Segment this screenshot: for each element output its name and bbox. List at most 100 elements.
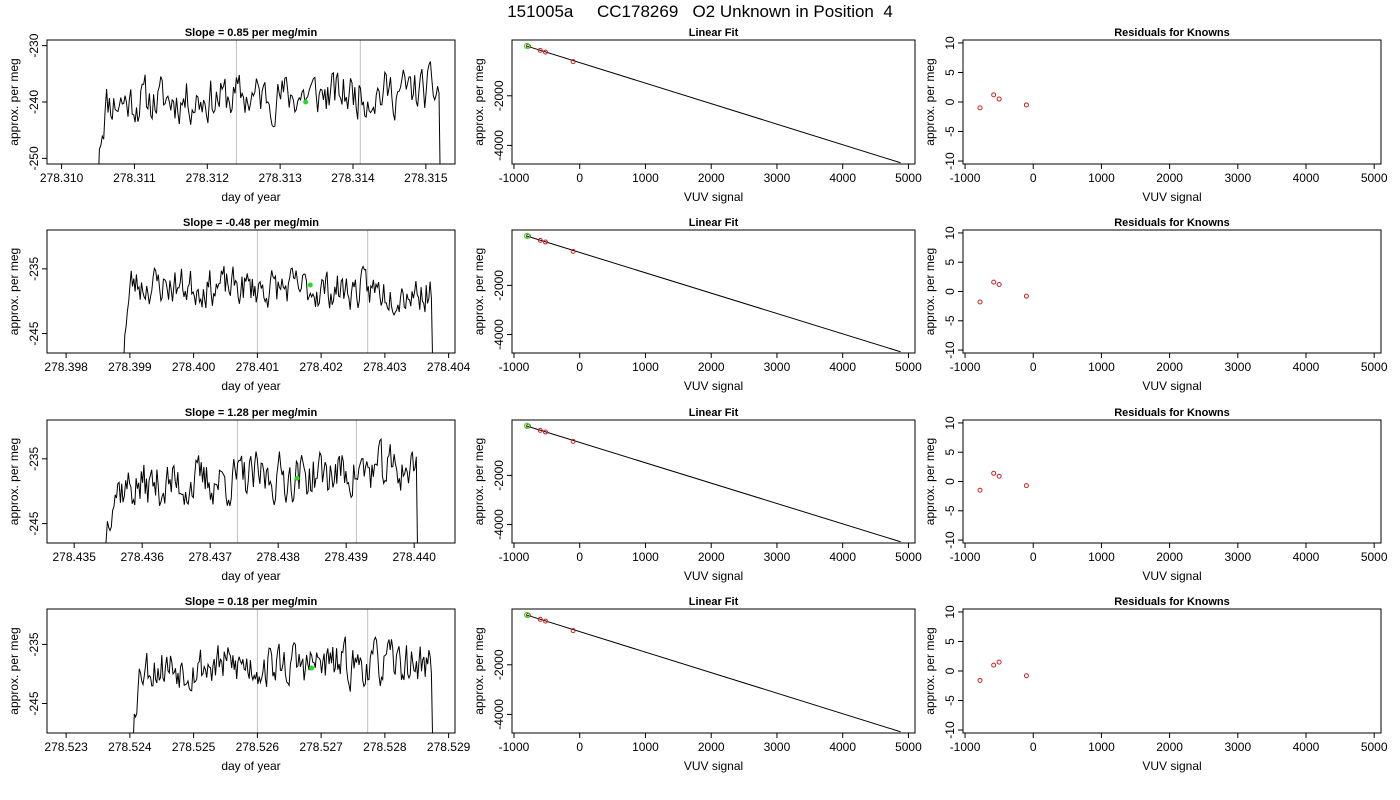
y-tick-label: 5: [943, 449, 957, 456]
x-tick-label: 278.400: [172, 360, 216, 374]
x-tick-label: -1000: [950, 171, 981, 185]
x-tick-label: 278.437: [189, 550, 233, 564]
plot-frame: [511, 608, 916, 734]
x-tick-label: 3000: [1224, 740, 1251, 754]
x-tick-label: -1000: [499, 171, 530, 185]
y-tick-label: -235: [27, 632, 41, 656]
residual-point: [977, 677, 983, 683]
y-tick-label: -10: [943, 341, 957, 359]
x-axis-label: VUV signal: [1142, 379, 1201, 393]
x-tick-label: 278.314: [331, 171, 375, 185]
panel-3-linear-fit: [507, 419, 916, 548]
plot-frame: [46, 608, 456, 734]
known-point: [537, 237, 543, 243]
residual-point: [1023, 102, 1029, 108]
residual-point: [996, 96, 1002, 102]
x-tick-label: 278.401: [236, 360, 280, 374]
known-point: [570, 248, 576, 254]
x-axis-label: day of year: [221, 190, 280, 204]
x-tick-label: -1000: [950, 550, 981, 564]
y-tick-label: -230: [27, 33, 41, 57]
x-tick-label: 3000: [764, 360, 791, 374]
x-tick-label: 1000: [632, 550, 659, 564]
y-tick-label: -4000: [492, 130, 506, 161]
x-tick-label: 278.399: [108, 360, 152, 374]
y-tick-label: -245: [27, 511, 41, 535]
highlight-point: [307, 282, 313, 288]
panel-1-residuals: [958, 39, 1382, 169]
y-tick-label: 5: [943, 259, 957, 266]
panel-4-time-series: [42, 608, 456, 738]
panel-title: Residuals for Knowns: [1114, 27, 1230, 39]
residual-point: [991, 92, 997, 98]
x-tick-label: 4000: [1293, 360, 1320, 374]
plot-frame: [962, 608, 1382, 734]
y-tick-label: -2000: [492, 270, 506, 301]
x-tick-label: 4000: [829, 360, 856, 374]
x-tick-label: 1000: [632, 740, 659, 754]
panel-title: Linear Fit: [689, 407, 739, 419]
plot-frame: [46, 229, 456, 354]
y-tick-label: -5: [943, 505, 957, 516]
y-tick-label: -10: [943, 721, 957, 739]
y-tick-label: -5: [943, 126, 957, 137]
x-tick-label: 278.529: [427, 740, 471, 754]
x-tick-label: 278.315: [404, 171, 448, 185]
data-trace: [133, 635, 433, 733]
panel-3-residuals: [958, 419, 1382, 548]
panel-3-time-series: [42, 419, 456, 548]
x-tick-label: 278.523: [44, 740, 88, 754]
y-axis-label: approx. per meg: [472, 627, 486, 714]
y-tick-label: -5: [943, 695, 957, 706]
panel-title: Linear Fit: [689, 596, 739, 608]
y-tick-label: 10: [943, 226, 957, 240]
y-tick-label: -2000: [492, 80, 506, 111]
x-tick-label: 278.438: [257, 550, 301, 564]
x-tick-label: 1000: [632, 171, 659, 185]
plot-frame: [46, 419, 456, 544]
page-title: 151005a CC178269 O2 Unknown in Position …: [507, 2, 893, 21]
plot-frame: [511, 229, 916, 354]
known-point: [570, 59, 576, 65]
y-axis-label: approx. per meg: [923, 438, 937, 525]
y-tick-label: 0: [943, 98, 957, 105]
highlight-point: [294, 475, 300, 481]
residual-point: [996, 659, 1002, 665]
known-point: [537, 616, 543, 622]
y-tick-label: 10: [943, 36, 957, 50]
x-tick-label: 3000: [764, 550, 791, 564]
plot-frame: [962, 419, 1382, 544]
panel-2-residuals: [958, 229, 1382, 358]
y-tick-label: 10: [943, 416, 957, 430]
panel-title: Linear Fit: [689, 217, 739, 229]
x-tick-label: 1000: [1088, 740, 1115, 754]
residual-point: [991, 279, 997, 285]
x-tick-label: 4000: [829, 550, 856, 564]
x-tick-label: 278.439: [325, 550, 369, 564]
y-tick-label: -4000: [492, 509, 506, 540]
y-tick-label: -240: [27, 90, 41, 114]
data-trace: [98, 61, 441, 164]
residual-point: [1023, 673, 1029, 679]
panel-title: Linear Fit: [689, 27, 739, 39]
fit-line: [526, 45, 901, 164]
known-point: [570, 628, 576, 634]
residual-point: [1023, 483, 1029, 489]
panel-4-linear-fit: [507, 608, 916, 738]
x-tick-label: 3000: [1224, 360, 1251, 374]
y-axis-label: approx. per meg: [7, 627, 21, 714]
x-axis-label: VUV signal: [684, 379, 743, 393]
x-tick-label: 1000: [1088, 171, 1115, 185]
panel-1-time-series: [42, 39, 456, 169]
x-tick-label: 278.435: [53, 550, 97, 564]
unknown-point: [524, 232, 531, 240]
residual-point: [996, 473, 1002, 479]
panel-2-linear-fit: [507, 229, 916, 358]
y-tick-label: 5: [943, 638, 957, 645]
highlight-point: [303, 99, 309, 105]
x-axis-label: VUV signal: [684, 190, 743, 204]
y-tick-label: -10: [943, 152, 957, 170]
known-point: [543, 618, 549, 624]
known-point: [543, 49, 549, 55]
